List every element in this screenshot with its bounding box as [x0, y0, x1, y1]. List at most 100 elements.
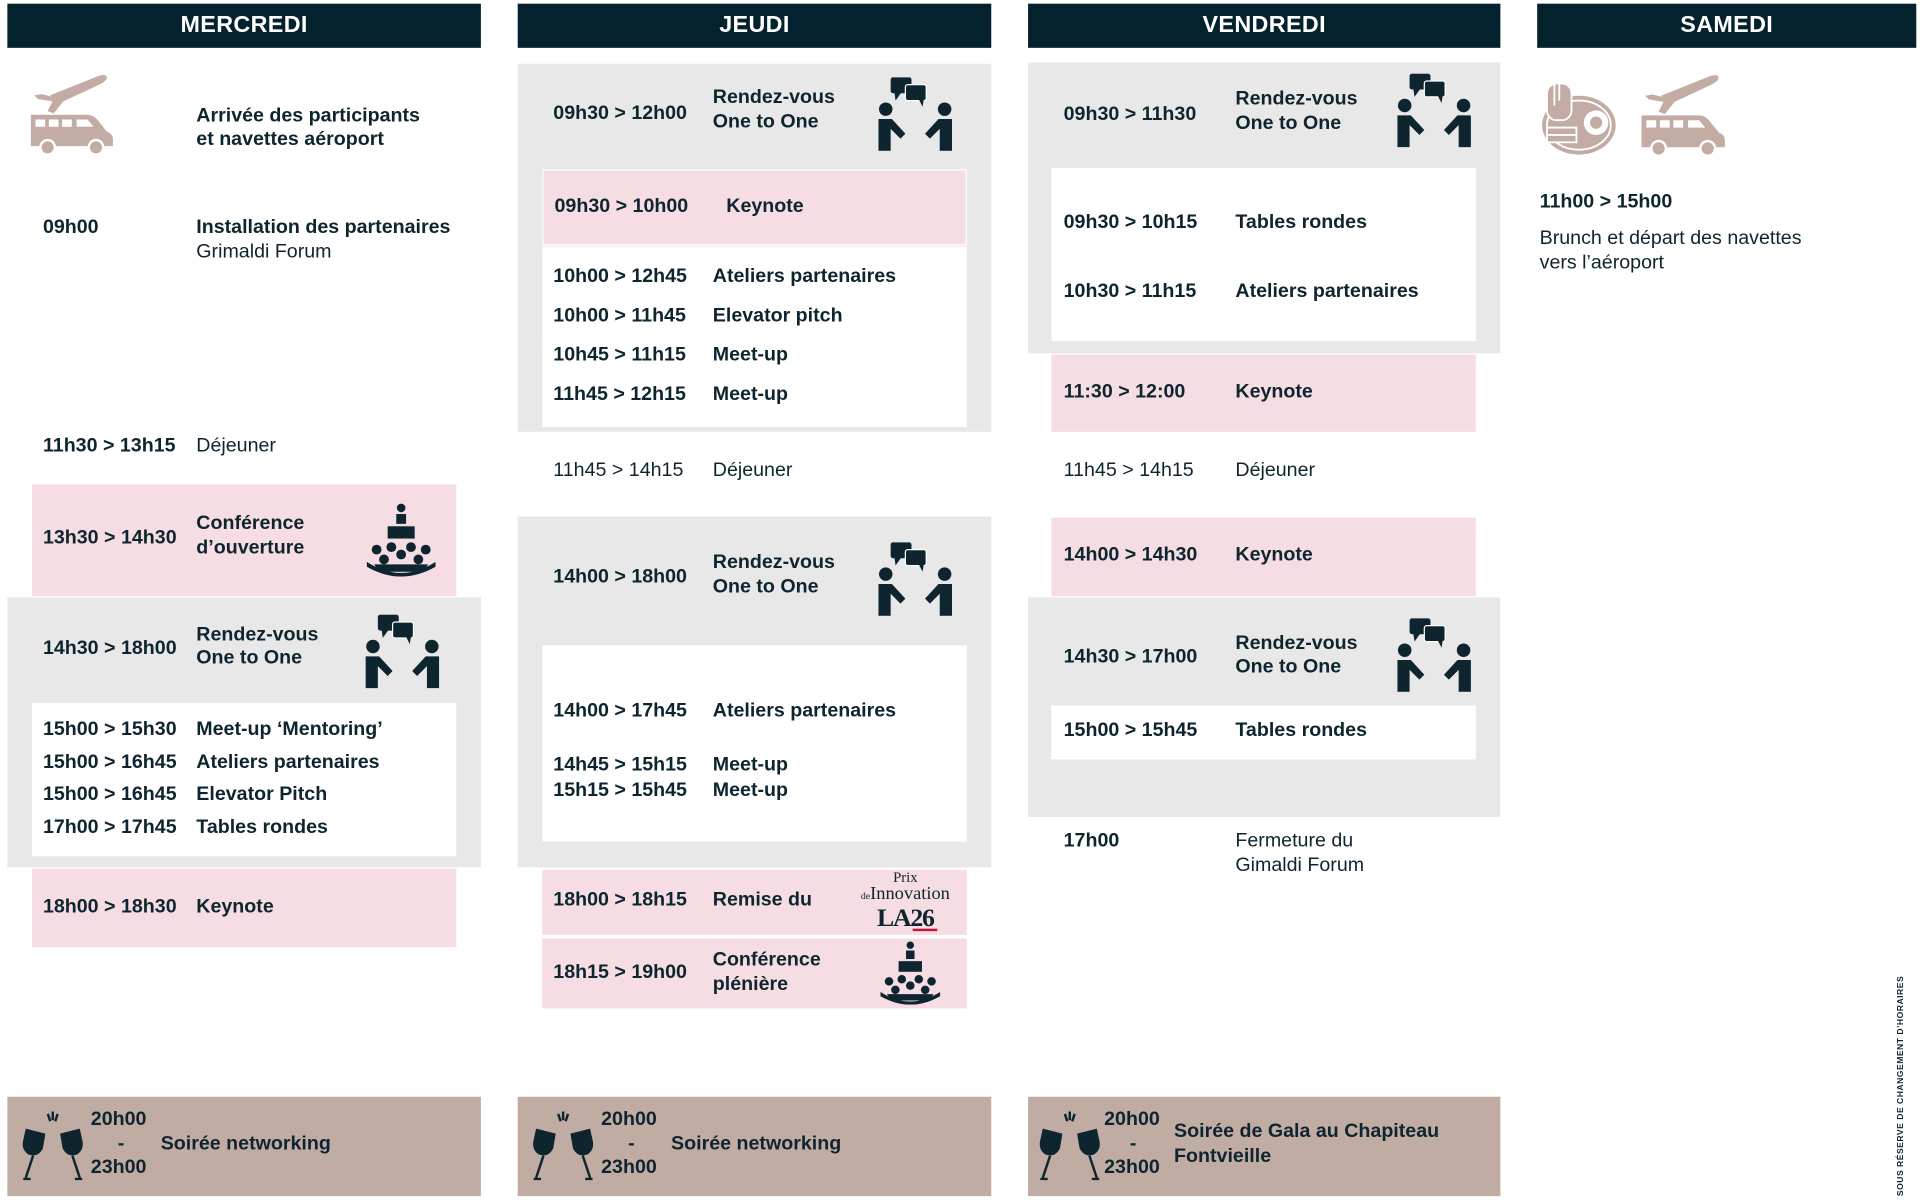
plane-van-icon	[31, 71, 118, 156]
session-time: 15h15 > 15h45	[553, 780, 687, 802]
session-title: Ateliers partenaires	[712, 700, 897, 722]
champagne-glasses-icon	[21, 1111, 85, 1182]
event-time: 18h00 > 18h30	[42, 896, 177, 918]
event-title-line2: d’ouverture	[196, 537, 305, 559]
lunch-title: Déjeuner	[712, 460, 793, 481]
arrival-text-line1: Arrivée des participants	[196, 105, 420, 127]
evening-start: 20h00	[1104, 1109, 1160, 1130]
event-title: Remise du	[712, 889, 813, 911]
closing-title-line2: Gimaldi Forum	[1235, 855, 1365, 876]
evening-end: 23h00	[90, 1156, 147, 1178]
evening-title: Soirée networking	[671, 1133, 842, 1155]
event-title-line2: One to One	[1235, 112, 1342, 134]
lunch-time: 11h30 > 13h15	[42, 435, 176, 457]
evening-separator: -	[117, 1133, 125, 1155]
closing-title-line1: Fermeture du	[1235, 830, 1354, 852]
session-title: Tables rondes	[1235, 212, 1368, 234]
session-time: 10h00 > 11h45	[553, 305, 686, 327]
opening-conference-block: 13h30 > 14h30 Conférence d’ouverture	[31, 484, 457, 597]
event-time: 14h30 > 18h00	[42, 637, 177, 659]
event-time: 14h30 > 17h00	[1063, 646, 1198, 668]
evening-end: 23h00	[1104, 1156, 1160, 1178]
plane-van-icon	[1641, 71, 1729, 157]
evening-block: 20h00 - 23h00 Soirée networking	[7, 1096, 481, 1197]
evening-start: 20h00	[601, 1109, 657, 1130]
event-time: 09h30 > 12h00	[553, 103, 687, 124]
rdv-morning-block: 09h30 > 12h00 Rendez-vous One to One 09h…	[517, 63, 992, 432]
event-title: Keynote	[1235, 544, 1313, 566]
event-time: 09h30 > 10h00	[554, 196, 689, 218]
evening-title-line1: Soirée de Gala au Chapiteau	[1174, 1121, 1440, 1143]
sessions-list: 09h30 > 10h15 Tables rondes 10h30 > 11h1…	[1051, 168, 1476, 342]
evening-separator: -	[1129, 1133, 1137, 1155]
sessions-list: 15h00 > 15h45 Tables rondes	[1051, 705, 1476, 760]
session-title: Tables rondes	[196, 817, 328, 838]
event-title: Keynote	[726, 196, 804, 218]
champagne-glasses-icon	[1038, 1111, 1102, 1182]
event-title-line1: Rendez-vous	[712, 87, 835, 108]
session-time: 15h00 > 16h45	[42, 752, 177, 773]
session-title: Elevator Pitch	[196, 783, 328, 805]
event-time: 18h15 > 19h00	[553, 961, 687, 983]
lunch-title: Déjeuner	[196, 435, 276, 457]
rdv-block: 14h30 > 18h00 Rendez-vous One to One 15h…	[7, 597, 481, 868]
handshake-chat-icon	[878, 77, 952, 151]
rdv-afternoon-block: 14h30 > 17h00 Rendez-vous One to One 15h…	[1028, 597, 1501, 818]
event-title-line1: Rendez-vous	[1235, 633, 1358, 654]
install-time: 09h00	[42, 217, 99, 238]
brunch-text-line2: vers l’aéroport	[1539, 252, 1665, 274]
session-title: Ateliers partenaires	[1235, 280, 1419, 302]
install-subtitle: Grimaldi Forum	[196, 241, 332, 263]
event-title-line2: plénière	[712, 974, 789, 995]
session-title: Ateliers partenaires	[712, 266, 897, 288]
champagne-glasses-icon	[531, 1111, 595, 1182]
session-time: 10h45 > 11h15	[553, 344, 686, 366]
plenary-block: 18h15 > 19h00 Conférence plénière	[542, 938, 967, 1009]
session-time: 10h30 > 11h15	[1063, 280, 1197, 302]
sessions-list: 15h00 > 15h30 Meet-up ‘Mentoring’ 15h00 …	[31, 702, 457, 857]
rdv-afternoon-block: 14h00 > 18h00 Rendez-vous One to One 14h…	[517, 516, 992, 868]
handshake-chat-icon	[1397, 618, 1471, 692]
session-time: 17h00 > 17h45	[42, 817, 177, 838]
session-time: 15h00 > 15h45	[1063, 720, 1198, 741]
evening-block: 20h00 - 23h00 Soirée networking	[517, 1096, 992, 1197]
session-time: 15h00 > 16h45	[42, 783, 177, 805]
closing-time: 17h00	[1063, 830, 1120, 852]
handshake-chat-icon	[1397, 74, 1471, 148]
day-header-vendredi: VENDREDI	[1028, 3, 1501, 48]
session-title: Elevator pitch	[712, 305, 843, 327]
event-time: 18h00 > 18h15	[553, 889, 687, 911]
session-title: Ateliers partenaires	[196, 752, 380, 773]
disclaimer: SOUS RÉSERVE DE CHANGEMENT D’HORAIRES	[1896, 975, 1906, 1197]
brunch-text-line1: Brunch et départ des navettes	[1539, 228, 1802, 250]
logo-underline	[912, 928, 938, 932]
event-time: 14h00 > 18h00	[553, 566, 687, 588]
event-title-line2: One to One	[1235, 656, 1342, 678]
session-title: Meet-up ‘Mentoring’	[196, 718, 383, 740]
keynote-afternoon-block: 14h00 > 14h30 Keynote	[1051, 517, 1476, 597]
event-title-line1: Conférence	[712, 949, 821, 971]
handshake-chat-icon	[366, 615, 440, 689]
gala-evening-block: 20h00 - 23h00 Soirée de Gala au Chapitea…	[1028, 1096, 1501, 1197]
logo-line3: LA26	[877, 902, 935, 933]
lunch-title: Déjeuner	[1235, 460, 1316, 481]
brunch-plate-icon	[1537, 74, 1618, 157]
lunch-time: 11h45 > 14h15	[1063, 460, 1194, 481]
session-time: 10h00 > 12h45	[553, 266, 687, 288]
event-title-line2: One to One	[196, 647, 303, 669]
session-title: Meet-up	[712, 344, 789, 366]
logo-line2-small: de	[860, 890, 871, 902]
arrival-text-line2: et navettes aéroport	[196, 128, 384, 150]
event-time: 09h30 > 11h30	[1063, 104, 1197, 126]
lunch-time: 11h45 > 14h15	[553, 460, 684, 481]
session-title: Meet-up	[712, 383, 789, 405]
event-time: 14h00 > 14h30	[1063, 544, 1198, 566]
event-time: 11:30 > 12:00	[1063, 381, 1186, 403]
keynote-block: 09h30 > 10h00 Keynote	[542, 169, 967, 246]
event-title-line2: One to One	[712, 111, 819, 133]
conference-icon	[878, 941, 942, 1005]
brunch-time: 11h00 > 15h00	[1539, 191, 1673, 213]
day-header-mercredi: MERCREDI	[7, 3, 481, 48]
event-time: 13h30 > 14h30	[42, 527, 177, 549]
